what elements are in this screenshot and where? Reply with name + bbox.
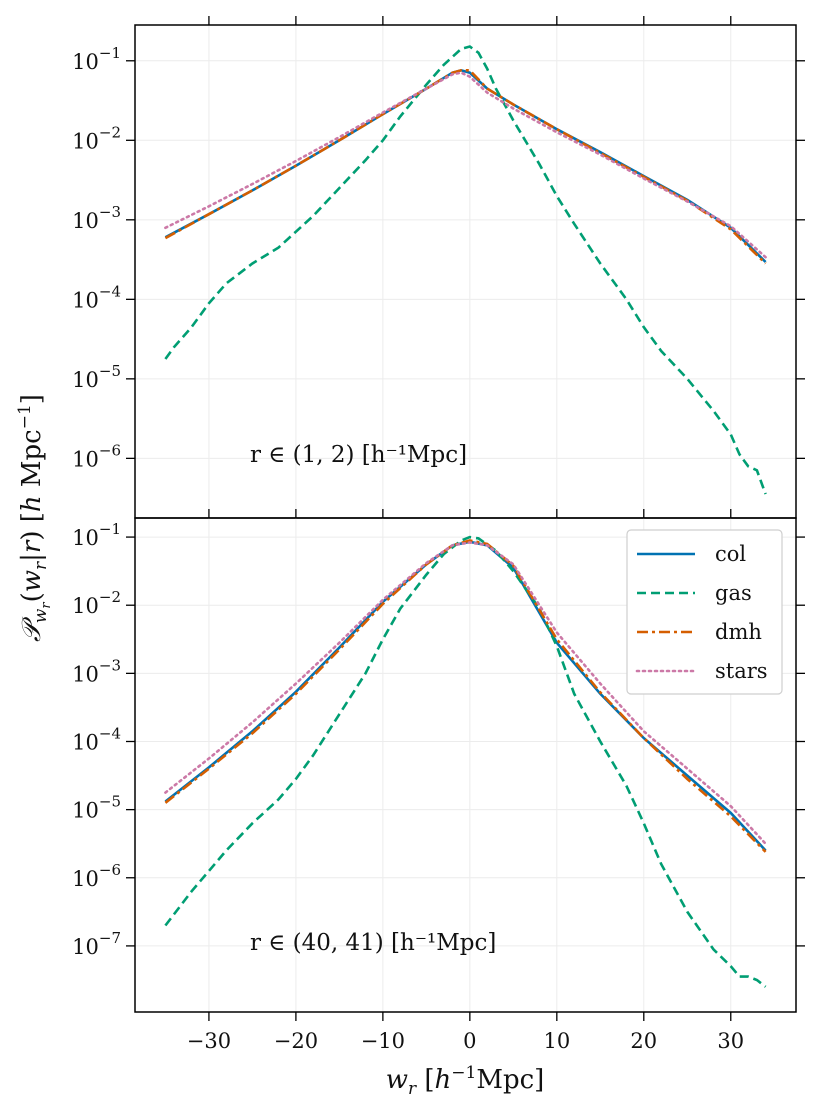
x-tick-label: 20: [630, 1029, 657, 1053]
series-line-stars: [164, 541, 767, 845]
series-line-dmh: [164, 69, 767, 265]
y-axis-label: 𝒫wr(wr|r) [h Mpc−1]: [15, 394, 54, 642]
series-line-stars: [164, 71, 767, 259]
x-tick-label: 30: [717, 1029, 744, 1053]
x-tick-label: 10: [543, 1029, 570, 1053]
x-axis-label: wr [h−1Mpc]: [386, 1063, 545, 1099]
y-tick-label: 10−6: [72, 441, 121, 471]
y-tick-label: 10−5: [72, 793, 121, 823]
legend-label-stars: stars: [715, 659, 768, 683]
y-tick-label: 10−2: [72, 123, 121, 153]
series-line-col: [164, 68, 767, 263]
legend-label-dmh: dmh: [715, 620, 762, 644]
y-tick-label: 10−2: [72, 588, 121, 618]
series-line-dmh: [164, 539, 767, 853]
y-tick-label: 10−3: [72, 656, 121, 686]
x-tick-label: −30: [187, 1029, 231, 1053]
series-line-gas: [164, 535, 767, 988]
x-tick-label: −20: [274, 1029, 318, 1053]
legend: col gas dmh stars: [626, 529, 783, 695]
series-line-gas: [164, 45, 767, 495]
y-tick-label: 10−4: [72, 282, 121, 312]
y-tick-label: 10−1: [72, 44, 121, 74]
axes-frame: [134, 517, 797, 1013]
legend-label-gas: gas: [715, 581, 752, 605]
legend-label-col: col: [715, 542, 746, 566]
range-annotation: r ∈ (1, 2) [h⁻¹Mpc]: [250, 442, 467, 468]
y-tick-label: 10−5: [72, 362, 121, 392]
y-tick-label: 10−3: [72, 203, 121, 233]
y-tick-label: 10−6: [72, 861, 121, 891]
y-tick-label: 10−1: [72, 520, 121, 550]
range-annotation: r ∈ (40, 41) [h⁻¹Mpc]: [250, 930, 496, 956]
x-tick-label: −10: [361, 1029, 405, 1053]
y-tick-label: 10−7: [72, 929, 121, 959]
top-panel: 10−6 10−5 10−4 10−3 10−2 10−1 r ∈ (1, 2) [h⁻¹M…: [72, 16, 805, 519]
x-tick-label: 0: [463, 1029, 476, 1053]
legend-box: [626, 529, 783, 695]
bottom-panel: −30 −20 −10 0 10 20 30 10−7 10−6 10−5 10−4 10−3 10−2…: [72, 517, 805, 1053]
y-tick-label: 10−4: [72, 724, 121, 754]
